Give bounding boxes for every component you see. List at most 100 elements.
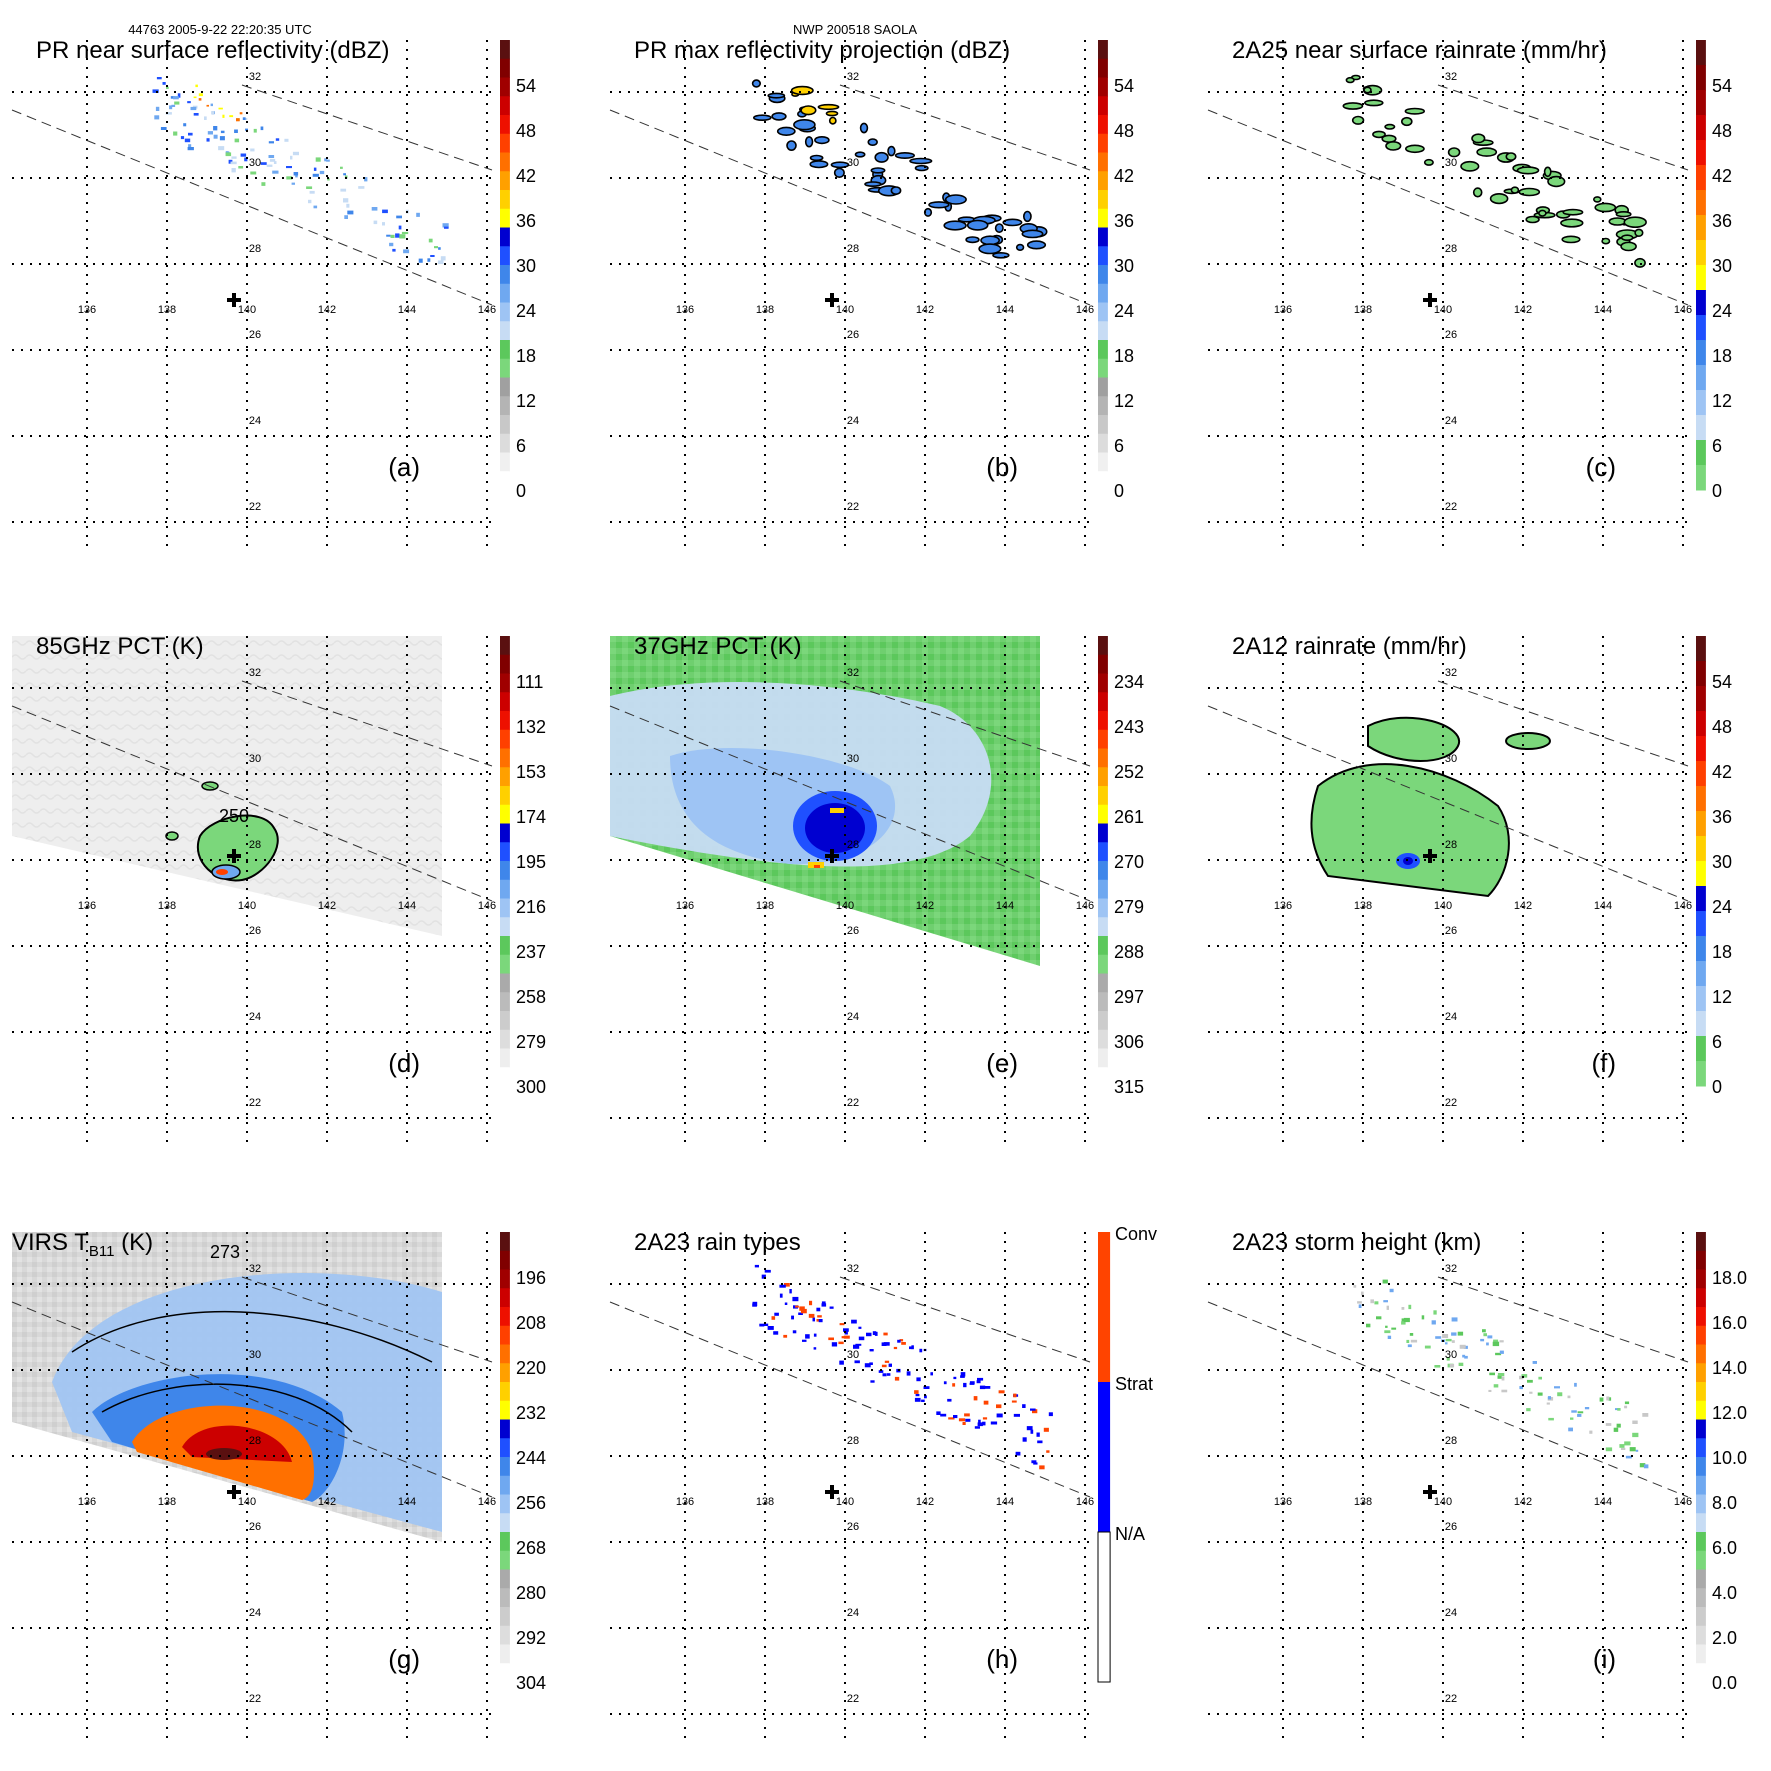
colorbar-label: 234 <box>1114 672 1144 692</box>
storm-height-pixel <box>1382 1279 1388 1284</box>
storm-height-pixel <box>1433 1310 1437 1315</box>
rain25-cell <box>1505 152 1517 161</box>
lat-label: 30 <box>1445 753 1457 765</box>
rain-type-pixel <box>763 1323 769 1326</box>
colorbar-conv <box>1098 1232 1111 1382</box>
colorbar-label: 6 <box>1114 436 1124 456</box>
storm-height-pixel <box>1606 1396 1610 1401</box>
colorbar-label: 280 <box>516 1583 546 1603</box>
colorbar-swatch <box>1696 836 1706 862</box>
pr-max-echo <box>894 152 916 160</box>
lon-label: 140 <box>238 1496 256 1508</box>
panel-content: 32 30 28 26 24 22 136 138 140 142 144 146 <box>1207 1232 1692 1742</box>
lon-label: 140 <box>836 900 854 912</box>
storm-height-pixel <box>1547 1396 1551 1400</box>
colorbar-swatch <box>1098 673 1108 693</box>
swath-edge-lower <box>1207 109 1689 306</box>
colorbar-swatch <box>1696 986 1706 1012</box>
pr-echo <box>170 96 175 99</box>
rain-type-pixel <box>901 1342 906 1345</box>
colorbar-swatch <box>500 1288 510 1308</box>
colorbar-swatch <box>500 823 510 843</box>
lon-label: 138 <box>158 304 176 316</box>
colorbar-label: 306 <box>1114 1032 1144 1052</box>
pr-echo <box>319 170 325 175</box>
lat-label: 28 <box>249 243 261 255</box>
pr-echo <box>343 173 346 176</box>
storm-height-pixel <box>1639 1463 1646 1468</box>
rain-type-pixel <box>953 1415 958 1419</box>
colorbar-swatch <box>1098 302 1108 322</box>
colorbar-swatch <box>500 973 510 993</box>
pr-echo <box>364 177 368 182</box>
pr-echo <box>244 118 248 120</box>
colorbar-swatch <box>1696 761 1706 787</box>
colorbar-swatch <box>1696 1513 1706 1533</box>
lon-label: 144 <box>1594 1496 1612 1508</box>
colorbar: 18.0 16.0 14.0 12.0 10.0 8.0 6.0 4.0 2.0 0.0 <box>1696 1232 1747 1693</box>
rain-type-pixel <box>858 1336 865 1341</box>
pr-echo <box>340 188 347 192</box>
pr-echo <box>204 116 207 120</box>
rain-type-pixel <box>798 1312 803 1315</box>
storm-height-pixel <box>1492 1341 1500 1347</box>
lon-label: 146 <box>1076 304 1094 316</box>
colorbar-swatch <box>1098 711 1108 731</box>
colorbar-label: 292 <box>516 1628 546 1648</box>
lat-label: 24 <box>249 415 261 427</box>
pr-echo <box>343 198 349 203</box>
colorbar-swatch <box>1098 1067 1108 1087</box>
storm-height-pixel <box>1487 1335 1493 1339</box>
rain-type-pixel <box>812 1317 815 1322</box>
storm-height-pixel <box>1451 1332 1457 1336</box>
lat-label: 30 <box>249 753 261 765</box>
colorbar-swatch <box>500 936 510 956</box>
rain-type-pixel <box>843 1335 850 1339</box>
panel-content: 250 32 30 28 26 24 22 136 138 140 142 144 146 <box>11 636 496 1146</box>
rain-type-pixel <box>779 1293 783 1298</box>
colorbar-label: 288 <box>1114 942 1144 962</box>
storm-height-pixel <box>1577 1414 1582 1417</box>
rain-type-pixel <box>962 1422 966 1425</box>
lon-label: 146 <box>1674 1496 1692 1508</box>
pr-echo <box>344 215 348 219</box>
rain-type-pixel <box>866 1332 872 1337</box>
rain-type-pixel <box>977 1377 984 1381</box>
storm-height-pixel <box>1406 1339 1410 1343</box>
lat-label: 26 <box>249 329 261 341</box>
pr-echo <box>382 222 385 226</box>
lon-label: 146 <box>1076 900 1094 912</box>
lon-label: 140 <box>238 304 256 316</box>
panel-letter: (b) <box>986 452 1018 482</box>
colorbar-swatch <box>1098 748 1108 768</box>
colorbar-swatch <box>500 171 510 191</box>
colorbar-swatch <box>500 1588 510 1608</box>
colorbar-label: 30 <box>516 256 536 276</box>
rain25-cell <box>1510 186 1520 194</box>
storm-height-pixel <box>1451 1317 1458 1322</box>
lat-label: 32 <box>1445 667 1457 679</box>
colorbar-swatch <box>500 58 510 78</box>
storm-height-pixel <box>1486 1342 1489 1346</box>
colorbar-swatch <box>500 861 510 881</box>
storm-height-pixel <box>1442 1334 1449 1338</box>
storm-height-pixel <box>1501 1376 1505 1381</box>
pct85-eyewall-core <box>216 869 228 875</box>
colorbar-swatch <box>1098 879 1108 899</box>
rain-type-pixel <box>996 1413 1003 1418</box>
colorbar-swatch <box>1098 340 1108 360</box>
lat-label: 30 <box>847 753 859 765</box>
lat-label: 22 <box>249 1097 261 1109</box>
colorbar-swatch <box>500 1438 510 1458</box>
colorbar-swatch <box>1098 265 1108 285</box>
swath-edge-lower <box>1207 1301 1689 1498</box>
lat-label: 30 <box>847 1349 859 1361</box>
rain-type-pixel <box>881 1342 887 1346</box>
storm-height-pixel <box>1385 1325 1388 1328</box>
lon-label: 144 <box>996 304 1014 316</box>
colorbar-swatch <box>1098 786 1108 806</box>
storm-height-pixel <box>1554 1386 1560 1389</box>
rain25-cell <box>1460 160 1480 172</box>
colorbar-label: 42 <box>1712 166 1732 186</box>
colorbar-swatch <box>1696 1011 1706 1037</box>
